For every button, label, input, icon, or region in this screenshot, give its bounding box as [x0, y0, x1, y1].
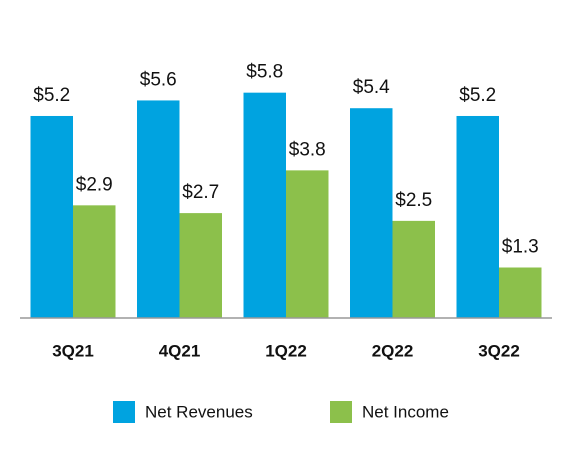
- bar: [392, 220, 435, 318]
- value-label: $2.7: [182, 182, 219, 203]
- value-label: $1.3: [502, 237, 539, 258]
- value-label: $5.2: [459, 85, 496, 106]
- legend-label: Net Revenues: [145, 402, 253, 421]
- x-tick-label: 4Q21: [159, 341, 201, 360]
- bar: [30, 115, 73, 318]
- legend-swatch: [113, 401, 135, 423]
- x-tick-label: 2Q22: [372, 341, 414, 360]
- x-tick-label: 3Q21: [52, 341, 94, 360]
- bar: [350, 108, 393, 319]
- value-label: $5.8: [246, 62, 283, 83]
- value-label: $3.8: [289, 139, 326, 160]
- bar: [179, 213, 222, 318]
- x-tick-label: 1Q22: [265, 341, 307, 360]
- value-label: $5.6: [140, 69, 177, 90]
- value-label: $2.5: [395, 190, 432, 211]
- bar: [456, 115, 499, 318]
- bar: [243, 92, 286, 318]
- legend-swatch: [330, 401, 352, 423]
- value-label: $2.9: [76, 174, 113, 195]
- value-label: $5.4: [353, 77, 390, 98]
- legend-label: Net Income: [362, 402, 449, 421]
- bar: [499, 267, 542, 318]
- x-tick-label: 3Q22: [478, 341, 520, 360]
- bar: [73, 205, 116, 318]
- bar: [137, 100, 180, 318]
- value-label: $5.2: [33, 85, 70, 106]
- bar: [286, 170, 329, 318]
